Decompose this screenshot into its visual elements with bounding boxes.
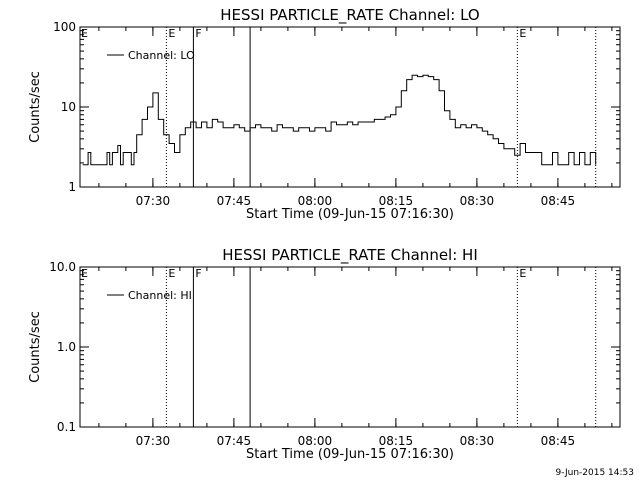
y-tick-label: 10 (61, 100, 76, 114)
x-tick-label: 08:45 (541, 194, 576, 208)
y-axis-label: Counts/sec (28, 311, 43, 383)
y-tick-label: 1 (68, 180, 76, 194)
x-tick-label: 08:00 (298, 434, 333, 448)
event-marker-label: F (195, 27, 201, 40)
chart-title: HESSI PARTICLE_RATE Channel: HI (222, 246, 478, 265)
event-marker-label: E (168, 267, 175, 280)
event-marker-label: E (81, 267, 88, 280)
x-tick-label: 07:30 (136, 434, 171, 448)
y-axis-label: Counts/sec (28, 71, 43, 143)
x-tick-label: 07:45 (217, 194, 252, 208)
x-tick-label: 08:30 (460, 434, 495, 448)
x-axis-label: Start Time (09-Jun-15 07:16:30) (246, 447, 454, 462)
x-tick-label: 08:15 (379, 194, 414, 208)
x-tick-label: 07:45 (217, 434, 252, 448)
y-tick-label: 10.0 (49, 260, 76, 274)
event-marker-label: F (195, 267, 201, 280)
series-line-channel-lo (82, 74, 597, 166)
event-marker-label: E (168, 27, 175, 40)
event-marker-label: E (81, 27, 88, 40)
legend-label: Channel: HI (128, 289, 192, 302)
chart-title: HESSI PARTICLE_RATE Channel: LO (220, 6, 479, 25)
x-tick-label: 08:45 (541, 434, 576, 448)
x-tick-label: 08:15 (379, 434, 414, 448)
event-marker-label: E (519, 267, 526, 280)
y-tick-label: 100 (53, 20, 76, 34)
legend-label: Channel: LO (128, 49, 195, 62)
event-marker-label: E (519, 27, 526, 40)
date-stamp: 9-Jun-2015 14:53 (555, 468, 635, 478)
y-tick-label: 1.0 (57, 340, 76, 354)
y-tick-label: 0.1 (57, 420, 76, 434)
x-tick-label: 07:30 (136, 194, 171, 208)
x-tick-label: 08:00 (298, 194, 333, 208)
x-tick-label: 08:30 (460, 194, 495, 208)
x-axis-label: Start Time (09-Jun-15 07:16:30) (246, 207, 454, 222)
